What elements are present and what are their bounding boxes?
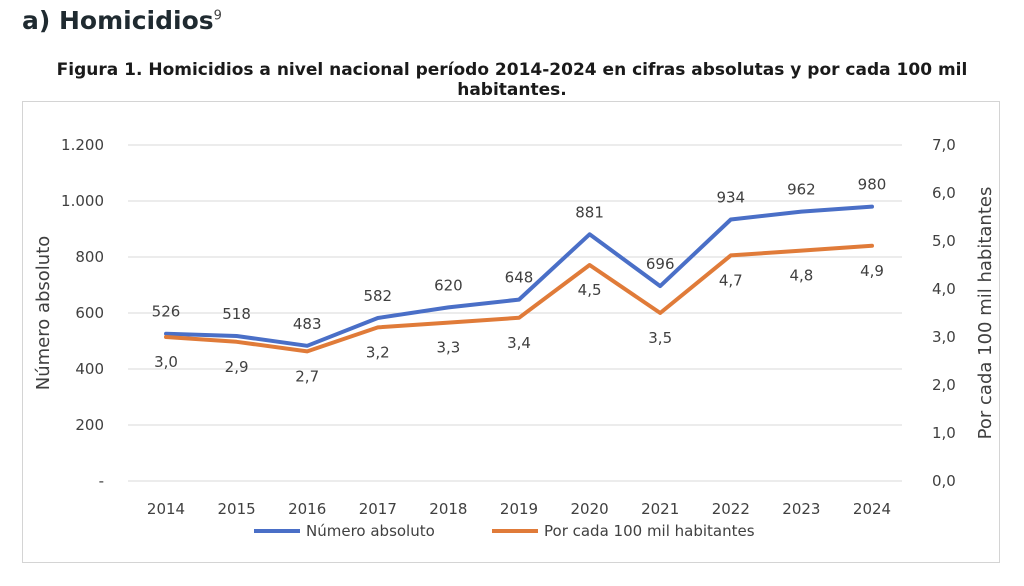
x-tick-label: 2022 bbox=[712, 500, 750, 518]
section-title-text: a) Homicidios bbox=[22, 6, 214, 35]
y-left-tick-label: 600 bbox=[75, 304, 104, 322]
x-tick-label: 2019 bbox=[500, 500, 538, 518]
x-tick-label: 2023 bbox=[782, 500, 820, 518]
data-label: 4,5 bbox=[578, 281, 602, 299]
y-right-tick-label: 3,0 bbox=[932, 328, 956, 346]
data-label: 4,8 bbox=[789, 267, 813, 285]
series-line-numero-absoluto bbox=[164, 204, 874, 348]
y-left-tick-label: 1.000 bbox=[61, 192, 104, 210]
y-left-tick-label: 400 bbox=[75, 360, 104, 378]
y-right-tick-label: 5,0 bbox=[932, 232, 956, 250]
data-label: 962 bbox=[787, 181, 816, 199]
x-tick-label: 2014 bbox=[147, 500, 185, 518]
data-label: 3,5 bbox=[648, 329, 672, 347]
legend-label: Por cada 100 mil habitantes bbox=[544, 522, 755, 540]
x-tick-label: 2017 bbox=[359, 500, 397, 518]
y-right-tick-label: 4,0 bbox=[932, 280, 956, 298]
chart-frame bbox=[22, 101, 1000, 563]
y-right-axis-title: Por cada 100 mil habitantes bbox=[975, 187, 996, 440]
data-label: 3,4 bbox=[507, 334, 531, 352]
x-tick-label: 2015 bbox=[218, 500, 256, 518]
legend-label: Número absoluto bbox=[306, 522, 435, 540]
y-right-tick-label: 0,0 bbox=[932, 472, 956, 490]
data-label: 620 bbox=[434, 276, 463, 294]
data-label: 3,2 bbox=[366, 343, 390, 361]
data-label: 526 bbox=[152, 303, 181, 321]
data-label: 881 bbox=[575, 203, 604, 221]
footnote-ref: 9 bbox=[213, 8, 222, 24]
y-left-tick-label: 200 bbox=[75, 416, 104, 434]
x-tick-label: 2020 bbox=[571, 500, 609, 518]
data-label: 3,3 bbox=[436, 339, 460, 357]
x-tick-label: 2021 bbox=[641, 500, 679, 518]
data-label: 518 bbox=[222, 305, 251, 323]
x-tick-label: 2018 bbox=[429, 500, 467, 518]
data-label: 4,9 bbox=[860, 262, 884, 280]
x-tick-label: 2016 bbox=[288, 500, 326, 518]
data-label: 2,7 bbox=[295, 367, 319, 385]
data-label: 696 bbox=[646, 255, 675, 273]
data-label: 582 bbox=[363, 287, 392, 305]
y-left-tick-label: 1.200 bbox=[61, 136, 104, 154]
data-label: 3,0 bbox=[154, 353, 178, 371]
x-tick-label: 2024 bbox=[853, 500, 891, 518]
y-left-tick-label: - bbox=[99, 472, 104, 490]
data-label: 4,7 bbox=[719, 271, 743, 289]
y-right-tick-label: 2,0 bbox=[932, 376, 956, 394]
data-label: 934 bbox=[716, 188, 745, 206]
data-label: 2,9 bbox=[225, 358, 249, 376]
data-label: 980 bbox=[858, 176, 887, 194]
data-label: 648 bbox=[505, 269, 534, 287]
data-label: 483 bbox=[293, 315, 322, 333]
y-right-tick-label: 1,0 bbox=[932, 424, 956, 442]
section-title: a) Homicidios9 bbox=[22, 6, 222, 35]
series-line-por-cada-100-mil bbox=[164, 243, 874, 354]
y-left-tick-label: 800 bbox=[75, 248, 104, 266]
y-right-tick-label: 7,0 bbox=[932, 136, 956, 154]
figure-caption: Figura 1. Homicidios a nivel nacional pe… bbox=[56, 60, 968, 100]
y-left-axis-title: Número absoluto bbox=[33, 236, 54, 391]
y-right-tick-label: 6,0 bbox=[932, 184, 956, 202]
